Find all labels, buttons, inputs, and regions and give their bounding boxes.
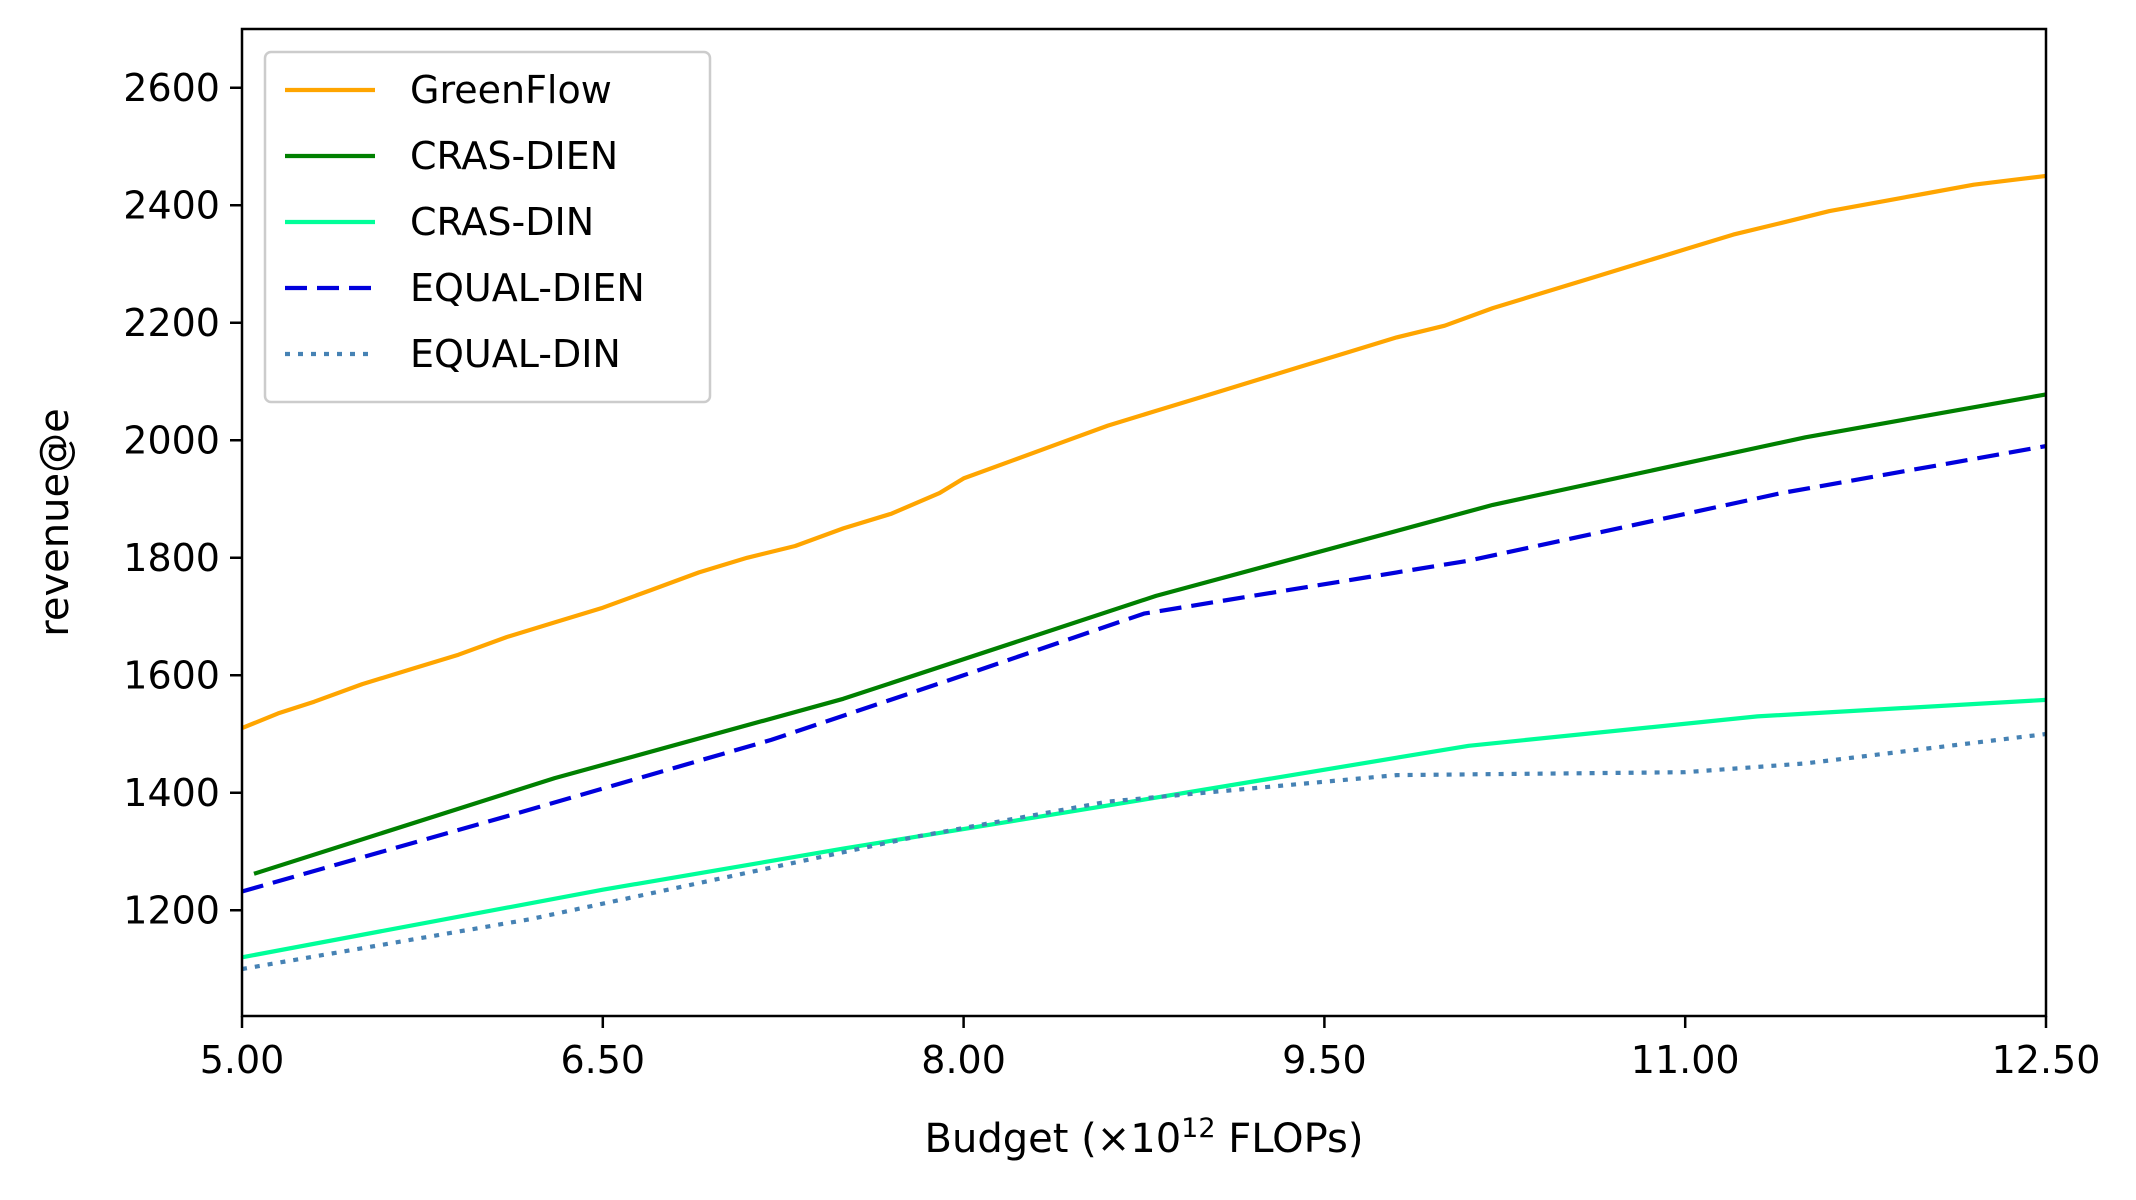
y-tick-label: 2000 (123, 418, 220, 462)
y-tick-label: 2200 (123, 301, 220, 345)
y-tick-label: 2600 (123, 66, 220, 110)
legend-label: GreenFlow (410, 68, 612, 112)
series-line-cras-dien (253, 392, 2047, 876)
legend: GreenFlow CRAS-DIEN CRAS-DIN EQUAL-DIEN EQUA… (263, 50, 712, 404)
legend-label: EQUAL-DIEN (410, 266, 645, 310)
legend-label: CRAS-DIEN (410, 134, 618, 178)
x-tick-label: 6.50 (560, 1038, 645, 1082)
legend-label: CRAS-DIN (410, 200, 594, 244)
y-tick-label: 1600 (123, 653, 220, 697)
y-tick-label: 1400 (123, 771, 220, 815)
y-axis-title: revenue@e (32, 408, 78, 636)
legend-label: EQUAL-DIN (410, 332, 621, 376)
series-line-cras-din (241, 697, 2047, 960)
plot-lines (241, 173, 2047, 972)
plot-frame (240, 27, 2048, 1018)
y-tick-label: 1800 (123, 536, 220, 580)
x-tick-label: 8.00 (921, 1038, 1006, 1082)
y-axis: 1200 1400 1600 1800 2000 2200 2400 2600 (123, 66, 242, 932)
y-tick-label: 1200 (123, 888, 220, 932)
x-axis-title: Budget (×1012 FLOPs) (925, 1113, 1364, 1162)
y-tick-label: 2400 (123, 183, 220, 227)
series-line-equal-dien (241, 444, 2047, 894)
x-tick-label: 11.00 (1631, 1038, 1740, 1082)
x-tick-label: 12.50 (1992, 1038, 2101, 1082)
legend-box (263, 50, 712, 404)
x-tick-label: 5.00 (200, 1038, 285, 1082)
x-axis: 5.00 6.50 8.00 9.50 11.00 12.50 (200, 1016, 2101, 1082)
x-tick-label: 9.50 (1282, 1038, 1367, 1082)
series-line-greenflow (241, 173, 2047, 731)
